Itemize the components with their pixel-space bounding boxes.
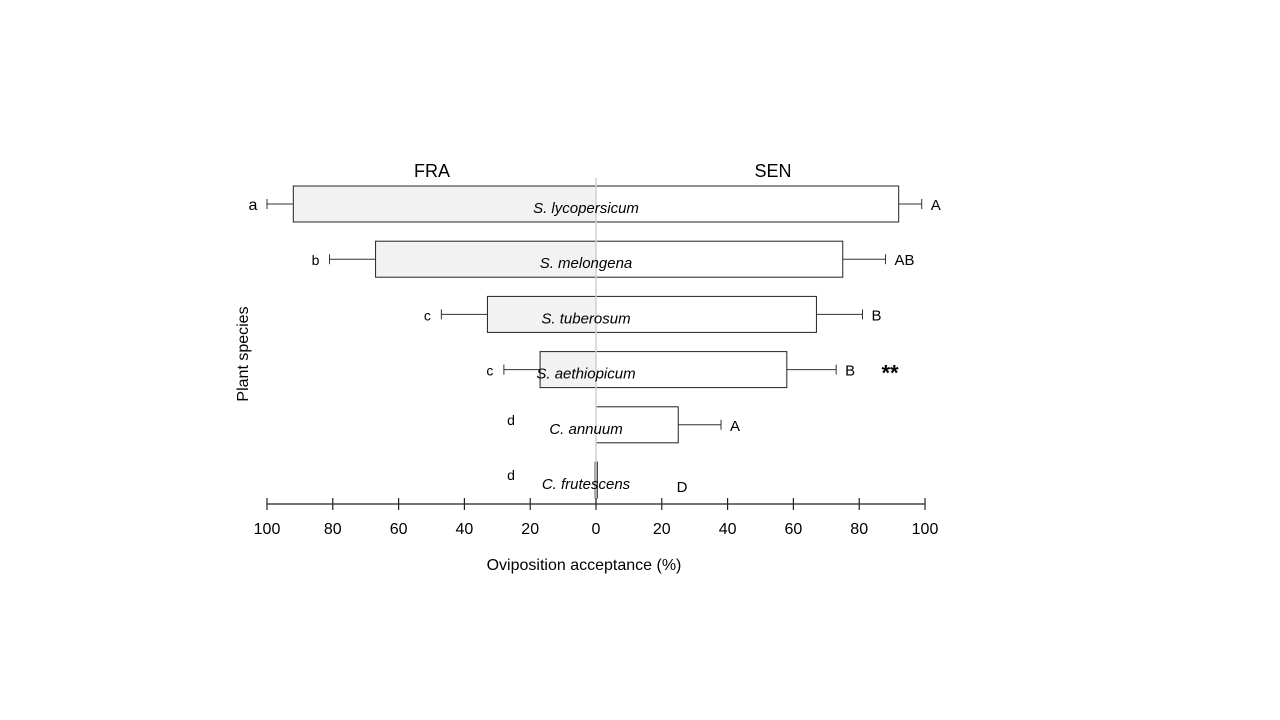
x-tick-label: 100 bbox=[254, 521, 281, 538]
x-tick-label: 0 bbox=[592, 521, 601, 538]
x-tick-label: 60 bbox=[390, 521, 408, 538]
significance-letter-sen: A bbox=[931, 197, 941, 214]
species-label: S. aethiopicum bbox=[536, 366, 635, 383]
significance-letter-fra: c bbox=[486, 363, 493, 379]
x-tick-label: 20 bbox=[521, 521, 539, 538]
bar-fra bbox=[292, 185, 597, 223]
significance-letter-sen: B bbox=[845, 363, 855, 380]
species-label: C. annuum bbox=[549, 421, 622, 438]
x-tick-label: 40 bbox=[719, 521, 737, 538]
species-label: C. frutescens bbox=[542, 476, 631, 493]
x-tick-label: 80 bbox=[850, 521, 868, 538]
species-label: S. melongena bbox=[540, 255, 633, 272]
significance-letter-fra: d bbox=[507, 467, 515, 483]
bar-sen bbox=[595, 240, 844, 278]
species-label: S. lycopersicum bbox=[533, 200, 639, 217]
significance-letter-sen: AB bbox=[895, 252, 915, 269]
bar-sen bbox=[595, 185, 900, 223]
bars-layer bbox=[266, 185, 923, 499]
significance-letter-fra: c bbox=[424, 307, 431, 323]
significance-letter-sen: A bbox=[730, 418, 740, 435]
x-axis-label: Oviposition acceptance (%) bbox=[487, 557, 682, 574]
significance-letter-sen: B bbox=[871, 307, 881, 324]
group-label-sen: SEN bbox=[754, 161, 791, 181]
x-tick-label: 20 bbox=[653, 521, 671, 538]
significance-letter-fra: a bbox=[249, 197, 258, 214]
x-axis: 100 80 60 40 20 0 20 40 60 80 100 bbox=[254, 498, 939, 538]
significance-letter-fra: d bbox=[507, 412, 515, 428]
bar-fra bbox=[375, 240, 597, 278]
significance-letter-fra: b bbox=[312, 252, 320, 268]
significance-letter-sen: D bbox=[677, 479, 688, 496]
significance-annotation: ** bbox=[881, 361, 899, 386]
bar-fra bbox=[539, 351, 597, 389]
x-tick-label: 80 bbox=[324, 521, 342, 538]
species-label: S. tuberosum bbox=[541, 310, 630, 327]
group-label-fra: FRA bbox=[414, 161, 450, 181]
x-tick-label: 60 bbox=[785, 521, 803, 538]
x-tick-label: 40 bbox=[456, 521, 474, 538]
x-tick-label: 100 bbox=[912, 521, 939, 538]
y-axis-label: Plant species bbox=[235, 306, 252, 401]
